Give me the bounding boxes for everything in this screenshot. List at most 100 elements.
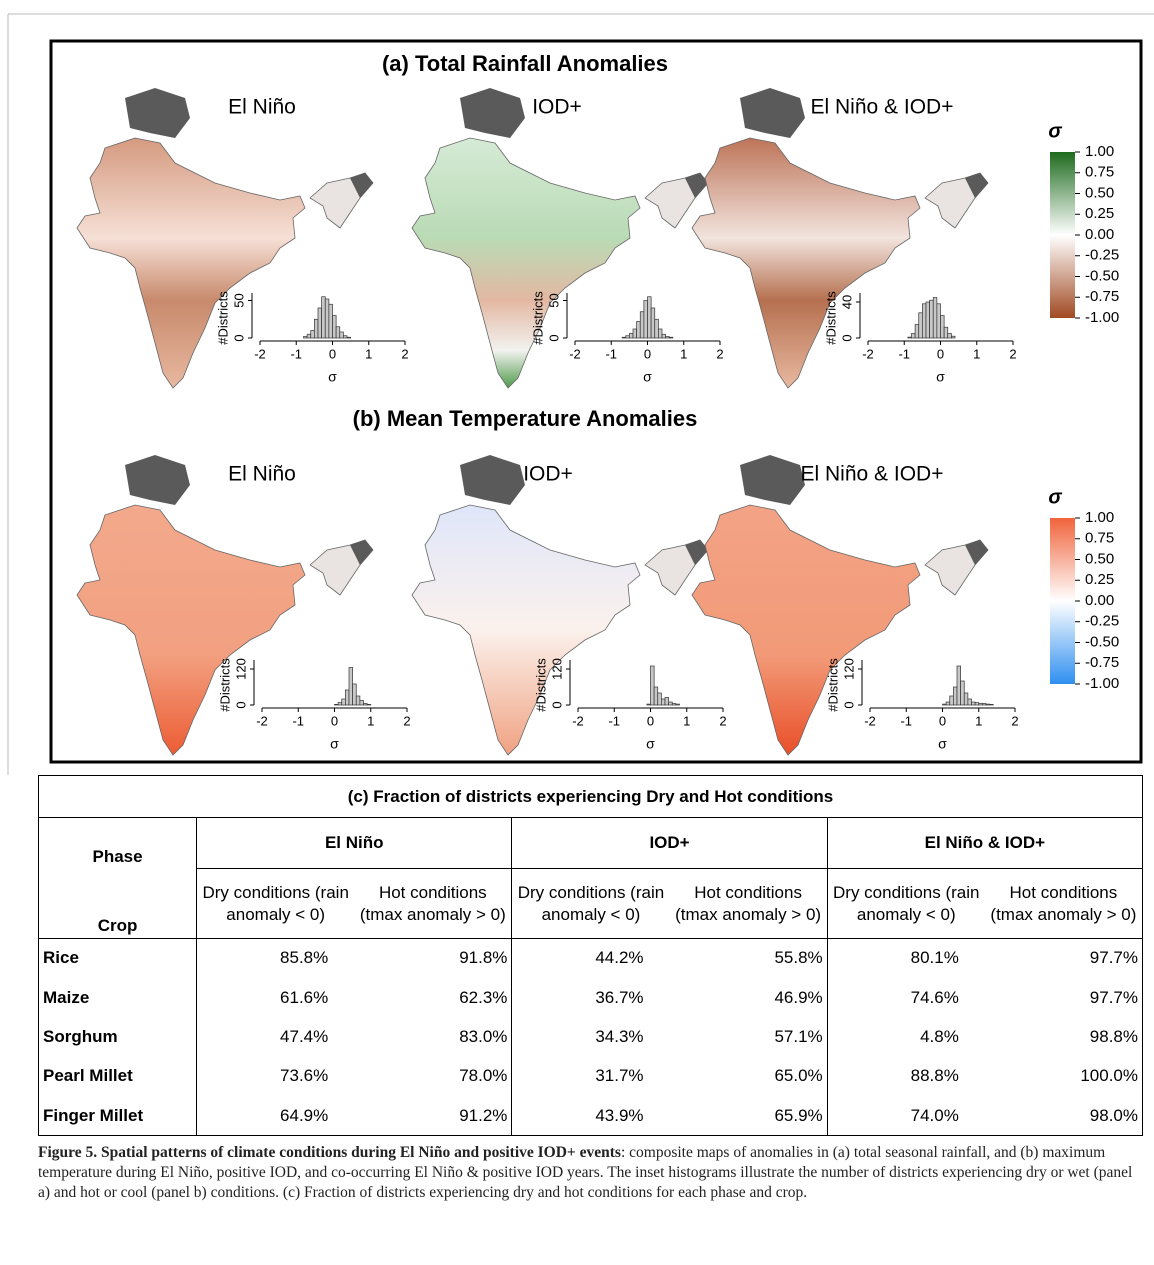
histogram-bar: [950, 696, 954, 705]
caption-lead: Figure 5. Spatial patterns of climate co…: [38, 1144, 621, 1161]
table-value: 88.8%: [827, 1057, 985, 1096]
histogram-bar: [367, 704, 371, 705]
x-tick-label: -1: [898, 346, 910, 361]
condition-header: Dry conditions (rain anomaly < 0): [197, 869, 355, 939]
x-tick-label: 0: [647, 713, 654, 728]
colorbar-tick-label: -0.25: [1085, 247, 1119, 264]
y-tick-label: 0: [841, 701, 856, 708]
table-value: 80.1%: [827, 939, 985, 978]
histogram-bar: [314, 319, 318, 338]
histogram-bar: [930, 300, 934, 338]
table-value: 100.0%: [985, 1057, 1143, 1096]
histogram-bar: [626, 336, 630, 338]
crop-name: Sorghum: [39, 1017, 197, 1056]
histogram-bar: [937, 304, 941, 338]
x-axis-label: σ: [330, 736, 339, 752]
panel-title: (b) Mean Temperature Anomalies: [353, 406, 698, 431]
y-tick-label: 50: [231, 293, 246, 307]
colorbar-tick-label: 1.00: [1085, 143, 1114, 160]
histogram-bar: [948, 334, 952, 339]
y-tick-label: 120: [549, 658, 564, 680]
histogram-bar: [629, 334, 633, 339]
map: [692, 88, 988, 388]
colorbar-tick-label: 0.75: [1085, 530, 1114, 547]
histogram-bar: [338, 703, 342, 705]
histogram-bar: [944, 327, 948, 338]
x-tick-label: -2: [572, 713, 584, 728]
histogram-bar: [347, 337, 351, 338]
histogram-bar: [304, 337, 308, 339]
histogram-bar: [364, 704, 368, 706]
phase-header: El Niño: [197, 818, 512, 869]
y-tick-label: 0: [839, 334, 854, 341]
histogram-bar: [345, 690, 349, 705]
histogram-bar: [637, 322, 641, 339]
x-axis-label: σ: [936, 369, 945, 385]
histogram-bar: [972, 702, 976, 705]
x-axis-label: σ: [643, 369, 652, 385]
y-tick-label: 0: [231, 334, 246, 341]
histogram-bar: [922, 304, 926, 338]
histogram-bar: [957, 666, 961, 705]
y-tick-label: 120: [233, 658, 248, 680]
x-tick-label: 2: [401, 346, 408, 361]
table-value: 91.2%: [354, 1096, 512, 1135]
x-axis-label: σ: [328, 369, 337, 385]
x-tick-label: -1: [290, 346, 302, 361]
colorbar-tick-label: 0.50: [1085, 184, 1114, 201]
histogram-bar: [311, 331, 315, 339]
table-value: 91.8%: [354, 939, 512, 978]
histogram-bar: [651, 666, 655, 705]
histogram-bar: [946, 702, 950, 705]
x-tick-label: 1: [683, 713, 690, 728]
table-value: 64.9%: [197, 1096, 355, 1135]
colorbar-label: σ: [1048, 486, 1062, 508]
y-tick-label: 0: [546, 334, 561, 341]
histogram-bar: [908, 337, 912, 338]
histogram-bar: [353, 684, 357, 705]
histogram-bar: [651, 308, 655, 338]
x-tick-label: -1: [292, 713, 304, 728]
table-value: 78.0%: [354, 1057, 512, 1096]
x-tick-label: 1: [973, 346, 980, 361]
table-value: 97.7%: [985, 939, 1143, 978]
map-region: [460, 88, 525, 138]
histogram-bar: [982, 704, 986, 706]
x-tick-label: 2: [719, 713, 726, 728]
table-value: 74.0%: [827, 1096, 985, 1135]
histogram-bar: [666, 337, 670, 339]
table-title: (c) Fraction of districts experiencing D…: [39, 776, 1143, 818]
histogram-bar: [318, 308, 322, 338]
table-value: 55.8%: [670, 939, 828, 978]
table-value: 97.7%: [985, 978, 1143, 1017]
histogram-bar: [335, 704, 339, 705]
x-tick-label: 1: [975, 713, 982, 728]
map-label: IOD+: [532, 96, 582, 119]
table-value: 44.2%: [512, 939, 670, 978]
histogram-bar: [640, 312, 644, 338]
table-value: 36.7%: [512, 978, 670, 1017]
map-region: [692, 138, 920, 388]
map-label: IOD+: [523, 463, 573, 486]
colorbar-tick-label: 1.00: [1085, 509, 1114, 526]
map-region: [125, 88, 190, 138]
histogram-bar: [647, 704, 651, 705]
histogram-bar: [961, 681, 965, 705]
caption: Figure 5. Spatial patterns of climate co…: [38, 1143, 1138, 1203]
map-label: El Niño: [228, 463, 296, 486]
condition-header: Hot conditions (tmax anomaly > 0): [354, 869, 512, 939]
histogram-bar: [912, 334, 916, 339]
x-tick-label: 2: [716, 346, 723, 361]
map-region: [77, 505, 305, 755]
condition-header: Dry conditions (rain anomaly < 0): [827, 869, 985, 939]
colorbar-label: σ: [1048, 120, 1062, 142]
table-value: 73.6%: [197, 1057, 355, 1096]
map-label: El Niño & IOD+: [811, 96, 954, 119]
histogram-bar: [622, 337, 626, 338]
histogram-bar: [644, 301, 648, 339]
histogram-bar: [342, 699, 346, 705]
condition-header: Hot conditions (tmax anomaly > 0): [985, 869, 1143, 939]
